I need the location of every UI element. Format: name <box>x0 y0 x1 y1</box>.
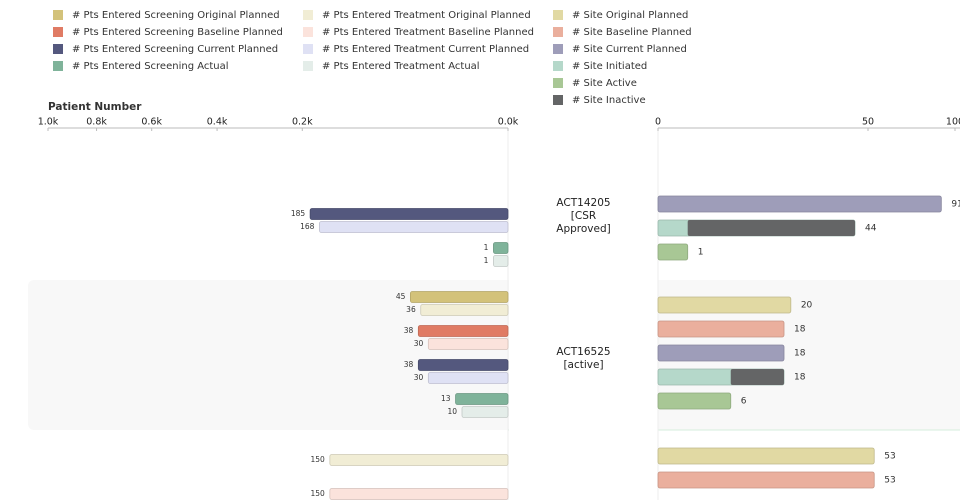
legend-label: # Pts Entered Screening Baseline Planned <box>72 27 283 38</box>
legend-label: # Pts Entered Screening Original Planned <box>72 10 280 21</box>
legend-swatch <box>53 61 63 71</box>
x-tick-label: 100 <box>946 117 960 128</box>
value-label: 18 <box>794 373 806 383</box>
value-label: 13 <box>441 394 451 403</box>
value-label: 91 <box>951 200 960 210</box>
value-label: 20 <box>801 301 813 311</box>
value-label: 1 <box>698 248 704 258</box>
value-label: 36 <box>406 305 416 314</box>
x-tick-label: 0 <box>655 117 661 128</box>
bar <box>657 471 875 489</box>
value-label: 38 <box>404 326 414 335</box>
value-label: 44 <box>865 224 877 234</box>
bar <box>493 255 509 267</box>
x-tick-label: 0.4k <box>207 117 228 128</box>
bar <box>657 195 942 213</box>
bar <box>417 325 509 337</box>
bar <box>309 208 509 220</box>
legend-label: # Site Baseline Planned <box>572 27 692 38</box>
bar <box>657 243 689 261</box>
bar <box>417 359 509 371</box>
legend-swatch <box>553 10 563 20</box>
legend-swatch <box>553 78 563 88</box>
value-label: 38 <box>404 360 414 369</box>
legend-label: # Pts Entered Treatment Original Planned <box>322 10 531 21</box>
x-tick-label: 1.0k <box>38 117 59 128</box>
value-label: 53 <box>884 476 895 486</box>
bar <box>493 242 509 254</box>
value-label: 45 <box>396 292 406 301</box>
legend-label: # Pts Entered Treatment Actual <box>322 61 480 72</box>
value-label: 185 <box>291 209 306 218</box>
value-label: 18 <box>794 325 806 335</box>
bar <box>329 488 509 500</box>
legend-label: # Site Inactive <box>572 95 646 106</box>
legend-swatch <box>553 95 563 105</box>
value-label: 168 <box>300 222 315 231</box>
bar-segment <box>687 220 856 236</box>
bar <box>420 304 509 316</box>
bar <box>657 320 785 338</box>
bar <box>657 344 785 362</box>
axis-title: Patient Number <box>48 101 142 113</box>
category-label: ACT14205 [CSR Approved] <box>556 196 611 235</box>
legend-label: # Site Original Planned <box>572 10 688 21</box>
value-label: 150 <box>311 455 326 464</box>
x-tick-label: 0.2k <box>292 117 313 128</box>
label-column <box>509 134 658 500</box>
legend-swatch <box>553 44 563 54</box>
bar-segment <box>730 369 785 385</box>
bar <box>657 392 732 410</box>
legend-swatch <box>53 44 63 54</box>
value-label: 1 <box>484 243 489 252</box>
legend-swatch <box>303 10 313 20</box>
group-band <box>28 280 960 430</box>
value-label: 18 <box>794 349 806 359</box>
legend-swatch <box>53 27 63 37</box>
value-label: 30 <box>414 373 424 382</box>
x-tick-label: 50 <box>862 117 874 128</box>
value-label: 150 <box>311 489 326 498</box>
legend-label: # Site Current Planned <box>572 44 687 55</box>
x-tick-label: 0.0k <box>498 117 519 128</box>
legend-swatch <box>303 61 313 71</box>
legend-label: # Site Active <box>572 78 637 89</box>
category-label-box: ACT14205 [CSR Approved] <box>556 196 611 235</box>
value-label: 1 <box>484 256 489 265</box>
legend-swatch <box>303 44 313 54</box>
legend-label: # Pts Entered Treatment Baseline Planned <box>322 27 534 38</box>
bar <box>410 291 509 303</box>
bar <box>329 454 509 466</box>
legend-swatch <box>553 61 563 71</box>
value-label: 10 <box>447 407 457 416</box>
legend-label: # Site Initiated <box>572 61 647 72</box>
legend-label: # Pts Entered Screening Current Planned <box>72 44 278 55</box>
legend-label: # Pts Entered Screening Actual <box>72 61 229 72</box>
bar <box>427 338 509 350</box>
bar <box>657 447 875 465</box>
legend-label: # Pts Entered Treatment Current Planned <box>322 44 529 55</box>
legend-swatch <box>303 27 313 37</box>
value-label: 53 <box>884 452 895 462</box>
bar <box>461 406 509 418</box>
bar <box>657 296 792 314</box>
x-tick-label: 0.8k <box>86 117 107 128</box>
bar <box>319 221 509 233</box>
category-label-box: ACT16525 [active] <box>556 346 611 371</box>
x-tick-label: 0.6k <box>141 117 162 128</box>
value-label: 6 <box>741 397 747 407</box>
value-label: 30 <box>414 339 424 348</box>
category-label: ACT16525 [active] <box>556 346 611 371</box>
legend-swatch <box>53 10 63 20</box>
legend-swatch <box>553 27 563 37</box>
bar <box>427 372 509 384</box>
bar <box>455 393 509 405</box>
